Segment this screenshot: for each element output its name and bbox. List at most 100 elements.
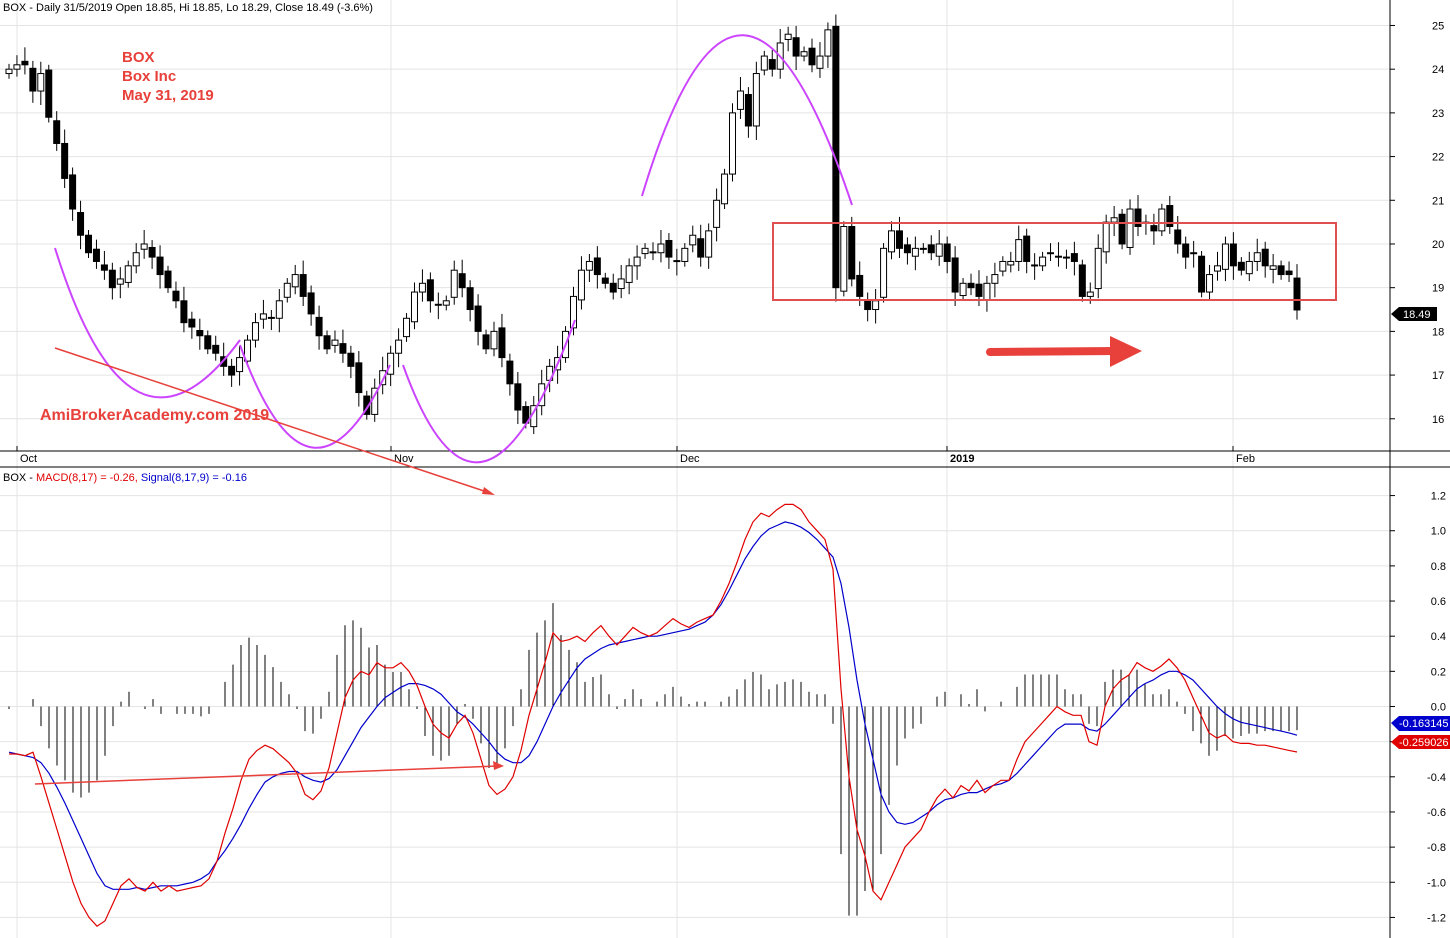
- price-tick-label: 22: [1432, 152, 1444, 164]
- candle-body: [1206, 274, 1214, 293]
- candle-body: [816, 55, 824, 69]
- candle: [1269, 254, 1277, 284]
- macd-tick-label: -0.8: [1427, 842, 1446, 854]
- candle-body: [601, 277, 609, 284]
- candle-body: [299, 274, 307, 297]
- candle: [156, 245, 164, 289]
- candle: [983, 275, 991, 312]
- candle-body: [1094, 247, 1102, 290]
- candle: [935, 229, 943, 266]
- candle-body: [251, 322, 259, 341]
- candle: [1039, 251, 1047, 272]
- candle-body: [450, 269, 458, 298]
- candle-body: [85, 234, 93, 254]
- trend-arrow-price: [54, 347, 491, 494]
- candle-body: [196, 330, 204, 337]
- last-close-badge: [1391, 307, 1437, 321]
- annotation-company: Box Inc: [122, 68, 176, 85]
- candle: [347, 345, 355, 379]
- candle-body: [697, 238, 705, 258]
- macd-histogram: [8, 603, 1298, 916]
- candle: [418, 269, 426, 302]
- price-header: BOX - Daily 31/5/2019 Open 18.85, Hi 18.…: [3, 2, 373, 14]
- candle-body: [800, 51, 808, 57]
- candle: [880, 243, 888, 303]
- trend-arrow-macd: [34, 765, 499, 785]
- candle-body: [1062, 256, 1070, 259]
- candle: [1253, 238, 1261, 272]
- candle: [482, 329, 490, 355]
- candle-body: [784, 33, 792, 40]
- signal-value-badge: [1391, 716, 1450, 731]
- candle: [1142, 214, 1150, 235]
- candle-body: [1253, 252, 1261, 262]
- candle-body: [100, 264, 108, 271]
- candle-body: [124, 265, 132, 283]
- candle-body: [164, 270, 172, 289]
- candle: [228, 358, 236, 387]
- candle-body: [244, 339, 252, 362]
- candle-body: [880, 247, 888, 298]
- candle: [585, 254, 593, 282]
- candle: [164, 265, 172, 293]
- candle: [53, 111, 61, 151]
- candle: [204, 330, 212, 355]
- candle-body: [275, 300, 283, 319]
- candle-body: [156, 256, 164, 276]
- candle-body: [569, 295, 577, 329]
- candle-body: [911, 247, 919, 257]
- candle: [148, 240, 156, 269]
- candle-body: [888, 230, 896, 253]
- candle-body: [403, 317, 411, 338]
- candle-body: [641, 247, 649, 255]
- macd-value-label: -0.259026: [1399, 737, 1449, 749]
- macd-header-signal: Signal(8,17,9) = -0.16: [141, 472, 247, 484]
- candle: [927, 235, 935, 261]
- candle-body: [458, 273, 466, 289]
- candle-body: [442, 300, 450, 306]
- candle-body: [935, 243, 943, 257]
- price-tick-label: 21: [1432, 195, 1444, 207]
- candle: [506, 353, 514, 396]
- candle: [172, 281, 180, 309]
- candle-body: [713, 199, 721, 228]
- candle-body: [1269, 265, 1277, 270]
- candle: [434, 292, 442, 320]
- candle-body: [729, 112, 737, 175]
- candle-body: [808, 47, 816, 66]
- candle-body: [61, 142, 69, 179]
- candle: [903, 237, 911, 265]
- candle-body: [1054, 255, 1062, 258]
- month-label: 2019: [950, 453, 974, 465]
- candle: [323, 330, 331, 355]
- candle: [569, 286, 577, 336]
- candle: [1047, 243, 1055, 262]
- candle-body: [490, 330, 498, 350]
- candle: [1007, 251, 1015, 273]
- candle-body: [593, 257, 601, 276]
- candle-body: [1237, 261, 1245, 271]
- candle: [816, 42, 824, 78]
- candle: [259, 299, 267, 329]
- macd-tick-label: -0.4: [1427, 772, 1446, 784]
- annotation-ticker: BOX: [122, 49, 155, 66]
- candle-body: [975, 283, 983, 297]
- candle: [1277, 260, 1285, 280]
- candle: [1070, 241, 1078, 276]
- candle: [13, 55, 21, 77]
- candle: [991, 262, 999, 298]
- candle-body: [148, 246, 156, 258]
- candle-body: [1221, 243, 1229, 270]
- candle: [251, 313, 259, 348]
- candle-body: [927, 244, 935, 254]
- annotation-date: May 31, 2019: [122, 87, 214, 104]
- candle-body: [53, 120, 61, 144]
- candle-body: [1023, 235, 1031, 262]
- candle-body: [1007, 260, 1015, 266]
- candle-body: [585, 260, 593, 271]
- price-tick-label: 20: [1432, 239, 1444, 251]
- price-tick-label: 25: [1432, 20, 1444, 32]
- candle-body: [919, 247, 927, 250]
- candle: [625, 258, 633, 295]
- candle: [21, 47, 29, 75]
